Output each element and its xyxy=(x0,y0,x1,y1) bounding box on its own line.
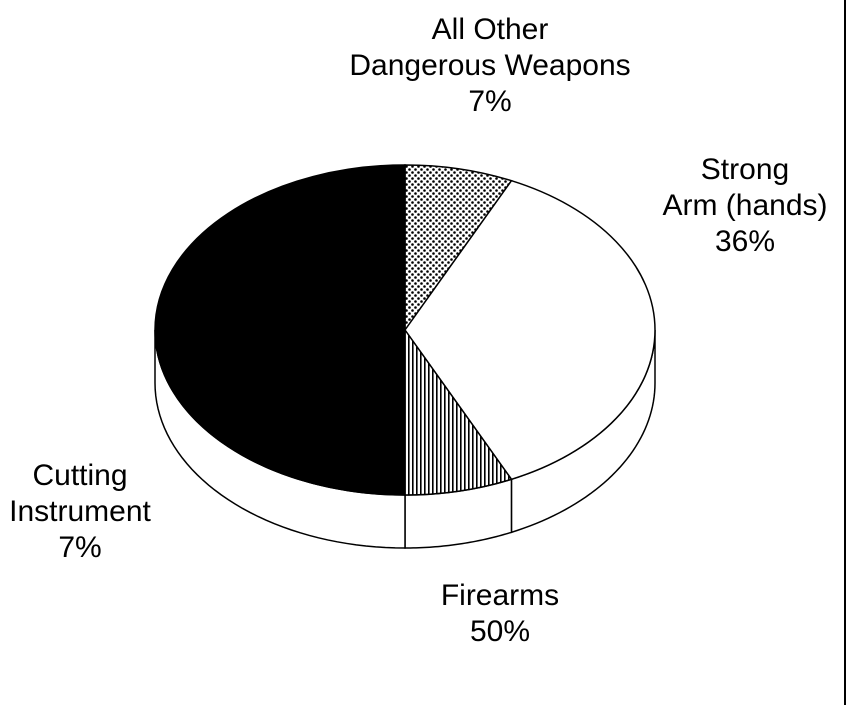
slice xyxy=(404,327,513,496)
slice-label: Strong Arm (hands) 36% xyxy=(585,152,853,260)
value-label: 36% xyxy=(714,225,776,258)
value-label: 7% xyxy=(58,531,102,564)
category-name: Cutting Instrument xyxy=(9,459,151,528)
category-name: All Other Dangerous Weapons xyxy=(349,13,631,82)
slice xyxy=(404,179,656,481)
slice xyxy=(154,164,406,496)
value-label: 7% xyxy=(468,85,512,118)
value-label: 50% xyxy=(469,615,531,648)
slice xyxy=(404,164,513,333)
slice-label: Firearms 50% xyxy=(340,578,660,650)
category-name: Firearms xyxy=(440,579,560,612)
slice-label: Cutting Instrument 7% xyxy=(0,458,240,566)
category-name: Strong Arm (hands) xyxy=(662,153,828,222)
slice-label: All Other Dangerous Weapons 7% xyxy=(330,12,650,120)
